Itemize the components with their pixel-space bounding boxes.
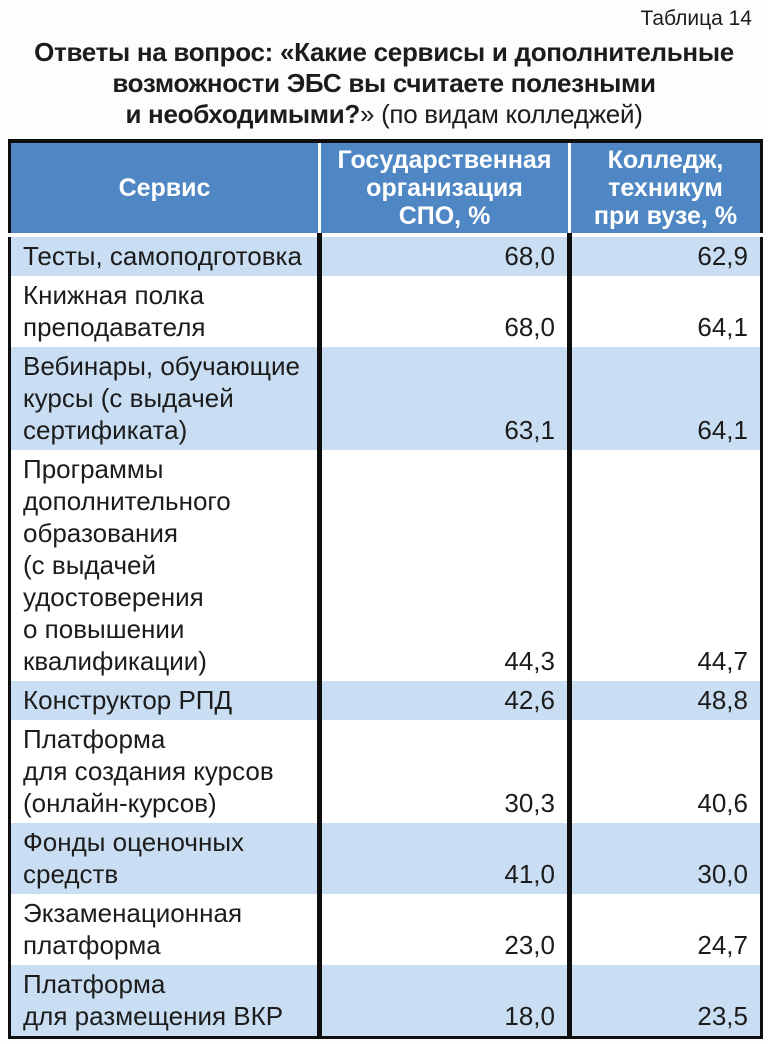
table-row: Экзаменационная платформа 23,0 24,7: [9, 894, 762, 965]
gov-spo-value-cell: 18,0: [317, 965, 570, 1038]
gov-spo-value-cell: 68,0: [317, 276, 570, 347]
college-value-cell: 40,6: [567, 720, 762, 823]
title-line-1: Ответы на вопрос: «Какие сервисы и допол…: [34, 37, 734, 67]
gov-spo-value-cell: 23,0: [317, 894, 570, 965]
gov-spo-value-cell: 41,0: [317, 823, 570, 894]
college-value-cell: 23,5: [567, 965, 762, 1038]
service-cell: Экзаменационная платформа: [9, 894, 320, 965]
service-cell: Вебинары, обучающие курсы (с выдачей сер…: [9, 347, 320, 450]
table-caption-label: Таблица 14: [640, 7, 752, 30]
service-cell: Фонды оценочных средств: [9, 823, 320, 894]
table-row: Конструктор РПД 42,6 48,8: [9, 681, 762, 720]
title-line-3: и необходимыми?» (по видам колледжей): [4, 99, 764, 130]
gov-spo-value-cell: 42,6: [317, 681, 570, 720]
college-value-cell: 48,8: [567, 681, 762, 720]
service-cell: Тесты, самоподготовка: [9, 235, 320, 276]
document-title: Ответы на вопрос: «Какие сервисы и допол…: [0, 35, 768, 139]
table-row: Программы дополнительного образования (с…: [9, 450, 762, 681]
service-cell: Программы дополнительного образования (с…: [9, 450, 320, 681]
title-line-2: возможности ЭБС вы считаете полезными: [112, 68, 656, 98]
gov-spo-value-cell: 68,0: [317, 235, 570, 276]
column-header-gov-spo: Государственная организация СПО, %: [318, 141, 570, 237]
table-row: Платформа для создания курсов (онлайн-ку…: [9, 720, 762, 823]
table-row: Платформа для размещения ВКР 18,0 23,5: [9, 965, 762, 1038]
college-value-cell: 62,9: [567, 235, 762, 276]
service-cell: Платформа для размещения ВКР: [9, 965, 320, 1038]
college-value-cell: 30,0: [567, 823, 762, 894]
table-row: Вебинары, обучающие курсы (с выдачей сер…: [9, 347, 762, 450]
service-cell: Книжная полка преподавателя: [9, 276, 320, 347]
column-header-service: Сервис: [9, 141, 320, 237]
table-header-row: Сервис Государственная организация СПО, …: [9, 141, 762, 237]
table-row: Тесты, самоподготовка 68,0 62,9: [9, 235, 762, 276]
college-value-cell: 24,7: [567, 894, 762, 965]
gov-spo-value-cell: 30,3: [317, 720, 570, 823]
table-row: Фонды оценочных средств 41,0 30,0: [9, 823, 762, 894]
gov-spo-value-cell: 44,3: [317, 450, 570, 681]
services-table: Сервис Государственная организация СПО, …: [8, 139, 763, 1039]
title-line-3-normal: » (по видам колледжей): [359, 99, 643, 129]
title-line-3-bold: и необходимыми?: [125, 99, 360, 129]
college-value-cell: 64,1: [567, 276, 762, 347]
college-value-cell: 64,1: [567, 347, 762, 450]
table-row: Книжная полка преподавателя 68,0 64,1: [9, 276, 762, 347]
college-value-cell: 44,7: [567, 450, 762, 681]
column-header-college: Колледж, техникум при вузе, %: [568, 141, 762, 237]
service-cell: Конструктор РПД: [9, 681, 320, 720]
service-cell: Платформа для создания курсов (онлайн-ку…: [9, 720, 320, 823]
gov-spo-value-cell: 63,1: [317, 347, 570, 450]
